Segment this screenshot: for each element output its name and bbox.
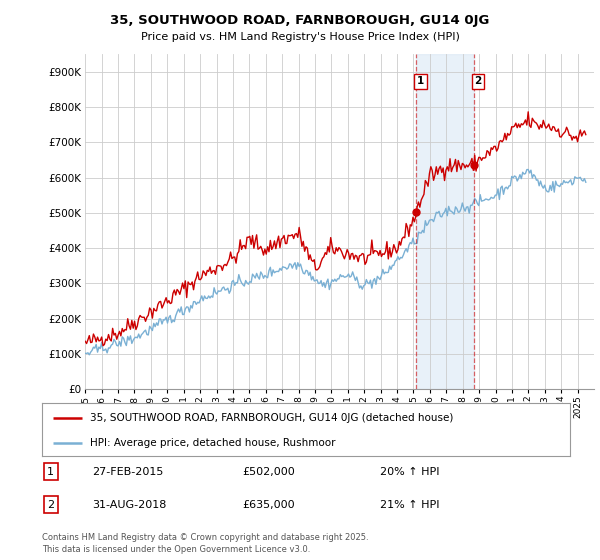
- Bar: [416, 54, 473, 389]
- Text: 21% ↑ HPI: 21% ↑ HPI: [380, 500, 439, 510]
- Text: 2: 2: [475, 76, 482, 86]
- Text: 35, SOUTHWOOD ROAD, FARNBOROUGH, GU14 0JG (detached house): 35, SOUTHWOOD ROAD, FARNBOROUGH, GU14 0J…: [89, 413, 453, 423]
- Text: 1: 1: [47, 467, 54, 477]
- Text: Price paid vs. HM Land Registry's House Price Index (HPI): Price paid vs. HM Land Registry's House …: [140, 32, 460, 43]
- Text: £502,000: £502,000: [242, 467, 295, 477]
- Text: 1: 1: [417, 76, 424, 86]
- Text: 2: 2: [47, 500, 55, 510]
- Text: 20% ↑ HPI: 20% ↑ HPI: [380, 467, 439, 477]
- Text: HPI: Average price, detached house, Rushmoor: HPI: Average price, detached house, Rush…: [89, 438, 335, 448]
- Text: Contains HM Land Registry data © Crown copyright and database right 2025.
This d: Contains HM Land Registry data © Crown c…: [42, 533, 368, 554]
- Text: 35, SOUTHWOOD ROAD, FARNBOROUGH, GU14 0JG: 35, SOUTHWOOD ROAD, FARNBOROUGH, GU14 0J…: [110, 14, 490, 27]
- Text: £635,000: £635,000: [242, 500, 295, 510]
- Text: 27-FEB-2015: 27-FEB-2015: [92, 467, 164, 477]
- Text: 31-AUG-2018: 31-AUG-2018: [92, 500, 167, 510]
